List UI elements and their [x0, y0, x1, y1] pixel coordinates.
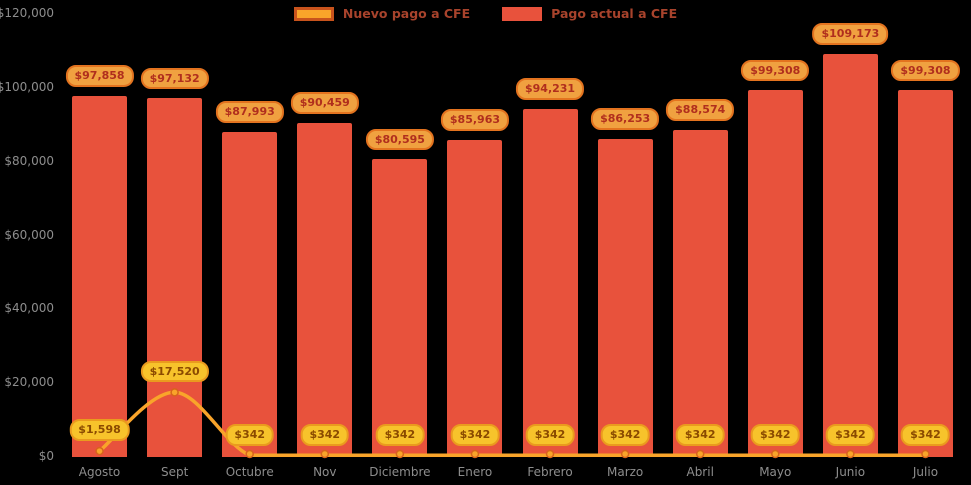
x-axis-label: Enero	[457, 465, 493, 479]
bar-octubre	[222, 132, 278, 457]
bar-value-badge: $90,459	[290, 92, 359, 115]
line-value-badge: $342	[600, 424, 650, 446]
line-point	[470, 449, 480, 459]
bar-value-badge: $86,253	[591, 107, 660, 130]
x-axis-label: Abril	[686, 465, 714, 479]
plot-area: $97,858 $1,598 Agosto $97,132 $17,520 Sept $87…	[62, 14, 963, 479]
bar-agosto	[72, 95, 128, 457]
line-value-badge: $342	[675, 424, 725, 446]
line-point	[320, 449, 330, 459]
bar-value-badge: $80,595	[365, 128, 434, 151]
y-axis: $0 $20,000 $40,000 $60,000 $80,000 $100,000 $1…	[0, 6, 56, 463]
x-axis-label: Diciembre	[369, 465, 431, 479]
y-axis-tick-label: $100,000	[0, 79, 54, 94]
legend: Nuevo pago a CFE Pago actual a CFE	[0, 6, 971, 21]
legend-label: Nuevo pago a CFE	[342, 6, 471, 21]
bar-junio	[822, 53, 878, 457]
x-axis-label: Sept	[160, 465, 189, 479]
x-axis-label: Agosto	[78, 465, 121, 479]
y-axis-tick-label: $60,000	[4, 227, 54, 242]
bar-value-badge: $97,858	[65, 65, 134, 87]
line-point	[771, 449, 780, 459]
bar-mayo	[747, 90, 803, 457]
line-value-badge: $342	[300, 424, 350, 446]
bar-value-badge: $94,231	[515, 78, 585, 101]
bar-enero	[447, 139, 503, 457]
legend-label: Pago actual a CFE	[551, 6, 678, 21]
bar-value-badge: $99,308	[741, 59, 810, 82]
bar-value-badge: $109,173	[812, 23, 889, 45]
nuevo-pago-swatch	[293, 6, 334, 21]
line-value-badge: $342	[525, 424, 575, 446]
legend-item-pago-actual[interactable]: Pago actual a CFE	[502, 6, 677, 21]
bar-abril	[672, 130, 728, 457]
x-axis-label: Febrero	[527, 465, 573, 479]
line-value-badge: $342	[450, 424, 500, 446]
line-point	[921, 449, 930, 459]
line-point	[695, 449, 705, 459]
bar-diciembre	[372, 159, 428, 457]
line-value-badge: $1,598	[69, 419, 130, 442]
bar-value-badge: $99,308	[891, 59, 960, 82]
y-axis-tick-label: $20,000	[4, 375, 54, 390]
bar-value-badge: $85,963	[440, 108, 510, 131]
x-axis-label: Junio	[835, 465, 866, 479]
line-value-badge: $342	[901, 424, 950, 446]
x-axis-label: Marzo	[606, 465, 644, 479]
line-point	[545, 449, 555, 459]
line-point	[846, 449, 855, 459]
x-axis-label: Nov	[313, 465, 337, 479]
line-point	[95, 446, 104, 456]
bar-nov	[297, 123, 353, 457]
bar-febrero	[522, 109, 578, 457]
bar-value-badge: $88,574	[666, 99, 735, 122]
x-axis-label: Mayo	[759, 465, 792, 479]
line-series	[95, 388, 930, 459]
line-point	[620, 449, 630, 459]
bar-value-badge: $87,993	[215, 101, 284, 124]
bar-julio	[897, 90, 953, 457]
line-value-badge: $342	[750, 424, 800, 446]
line-point	[170, 388, 179, 397]
pago-actual-swatch	[502, 6, 543, 21]
x-axis-label: Octubre	[225, 465, 274, 479]
line-value-badge: $342	[375, 424, 425, 446]
y-axis-tick-label: $40,000	[4, 301, 54, 316]
line-value-badge: $342	[826, 424, 875, 446]
y-axis-tick-label: $0	[38, 449, 54, 463]
y-axis-tick-label: $80,000	[4, 153, 54, 168]
bar-marzo	[597, 138, 653, 457]
line-value-badge: $342	[225, 424, 275, 446]
line-path	[97, 390, 928, 458]
line-point	[245, 449, 254, 459]
legend-item-nuevo-pago[interactable]: Nuevo pago a CFE	[293, 6, 471, 21]
y-axis-tick-label: $120,000	[0, 6, 54, 20]
line-point	[395, 449, 405, 459]
line-value-badge: $17,520	[140, 360, 209, 383]
bar-value-badge: $97,132	[140, 67, 209, 90]
x-axis-label: Julio	[912, 465, 939, 479]
